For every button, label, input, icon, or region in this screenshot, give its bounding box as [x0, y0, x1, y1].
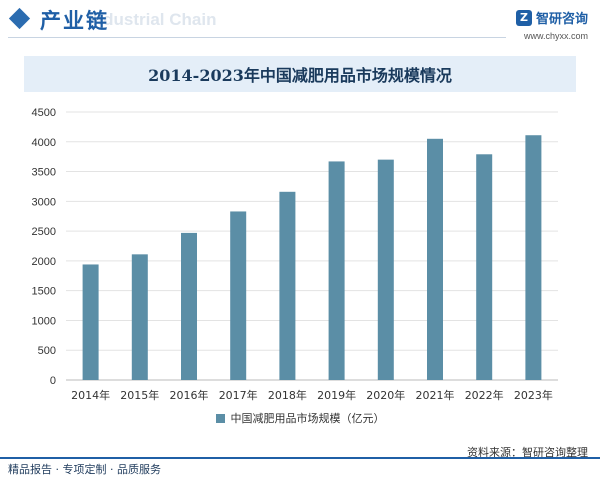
section-title: 产业链: [40, 9, 109, 33]
y-tick-label: 2000: [32, 256, 56, 268]
y-tick-label: 3000: [32, 196, 56, 208]
bar: [525, 135, 542, 380]
bar: [230, 211, 247, 380]
y-tick-label: 3500: [32, 167, 56, 179]
legend: 中国减肥用品市场规模（亿元）: [0, 410, 600, 426]
chart-title: 2014-2023年中国减肥用品市场规模情况: [148, 66, 452, 85]
brand-block[interactable]: Z 智研咨询 www.chyxx.com: [515, 8, 588, 41]
chart-title-band: 2014-2023年中国减肥用品市场规模情况: [24, 56, 576, 92]
bar: [427, 138, 443, 380]
bar: [181, 232, 197, 380]
brand-url[interactable]: www.chyxx.com: [523, 31, 588, 41]
y-tick-label: 500: [38, 345, 56, 357]
x-tick-label: 2022年: [465, 388, 504, 402]
bar: [476, 154, 493, 380]
x-tick-label: 2015年: [120, 388, 159, 402]
header-divider: [8, 37, 506, 38]
footer-divider: [0, 457, 600, 459]
bar: [279, 191, 296, 380]
y-tick-label: 2500: [32, 226, 56, 238]
bar: [82, 264, 99, 380]
bar-chart: 0 500 1000 1500 2000 2500 3000 3500 4000 4500 2014…: [32, 107, 558, 402]
y-tick-label: 0: [50, 375, 56, 387]
x-tick-label: 2017年: [219, 388, 258, 402]
y-tick-label: 1000: [32, 315, 56, 327]
x-tick-label: 2019年: [317, 388, 356, 402]
legend-swatch: [215, 413, 225, 423]
brand-name: 智研咨询: [535, 12, 588, 27]
source-note: 资料来源：智研咨询整理: [467, 446, 588, 459]
header: Industrial Chain 产业链 Z 智研咨询 www.chyxx.co…: [0, 0, 600, 42]
y-tick-label: 4500: [32, 107, 56, 119]
footer-tagline: 精品报告 · 专项定制 · 品质服务: [8, 463, 161, 476]
bar: [377, 159, 394, 380]
y-tick-label: 4000: [32, 137, 56, 149]
legend-label: 中国减肥用品市场规模（亿元）: [230, 412, 385, 425]
y-tick-label: 1500: [32, 286, 56, 298]
x-tick-label: 2014年: [71, 388, 110, 402]
brand-logo-icon: Z: [515, 9, 532, 26]
x-tick-label: 2016年: [170, 388, 209, 402]
bar: [328, 161, 345, 380]
x-tick-label: 2020年: [366, 388, 405, 402]
bar: [131, 254, 148, 380]
x-tick-label: 2021年: [416, 388, 455, 402]
x-tick-label: 2023年: [514, 388, 553, 402]
x-tick-label: 2018年: [268, 388, 307, 402]
watermark-text: Industrial Chain: [88, 10, 217, 29]
